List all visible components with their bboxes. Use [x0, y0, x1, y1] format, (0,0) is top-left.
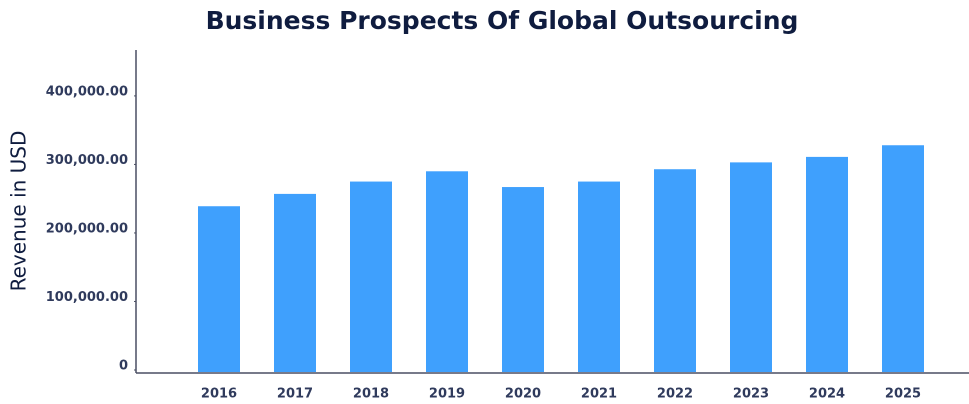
- bar: [426, 171, 468, 372]
- x-tick-label: 2019: [429, 387, 465, 402]
- x-tick-label: 2025: [885, 387, 921, 402]
- bar: [350, 181, 392, 372]
- x-tick-label: 2020: [505, 387, 541, 402]
- x-tick-label: 2023: [733, 387, 769, 402]
- x-tick-label: 2021: [581, 387, 617, 402]
- bar: [730, 162, 772, 372]
- bar: [882, 145, 924, 372]
- bar: [502, 187, 544, 372]
- x-tick-label: 2024: [809, 387, 845, 402]
- y-tick-label: 300,000.00: [46, 153, 128, 168]
- bar: [198, 206, 240, 372]
- bar: [578, 181, 620, 372]
- x-tick-label: 2022: [657, 387, 693, 402]
- bar: [274, 193, 316, 372]
- y-tick-label: 0: [119, 359, 128, 374]
- chart-title: Business Prospects Of Global Outsourcing: [206, 6, 799, 35]
- x-tick-label: 2016: [201, 387, 237, 402]
- bar: [654, 169, 696, 372]
- y-axis-label: Revenue in USD: [7, 131, 31, 292]
- y-tick-label: 200,000.00: [46, 221, 128, 236]
- bar: [806, 156, 848, 372]
- y-tick-label: 400,000.00: [46, 84, 128, 99]
- x-tick-label: 2017: [277, 387, 313, 402]
- y-tick-label: 100,000.00: [46, 290, 128, 305]
- x-tick-label: 2018: [353, 387, 389, 402]
